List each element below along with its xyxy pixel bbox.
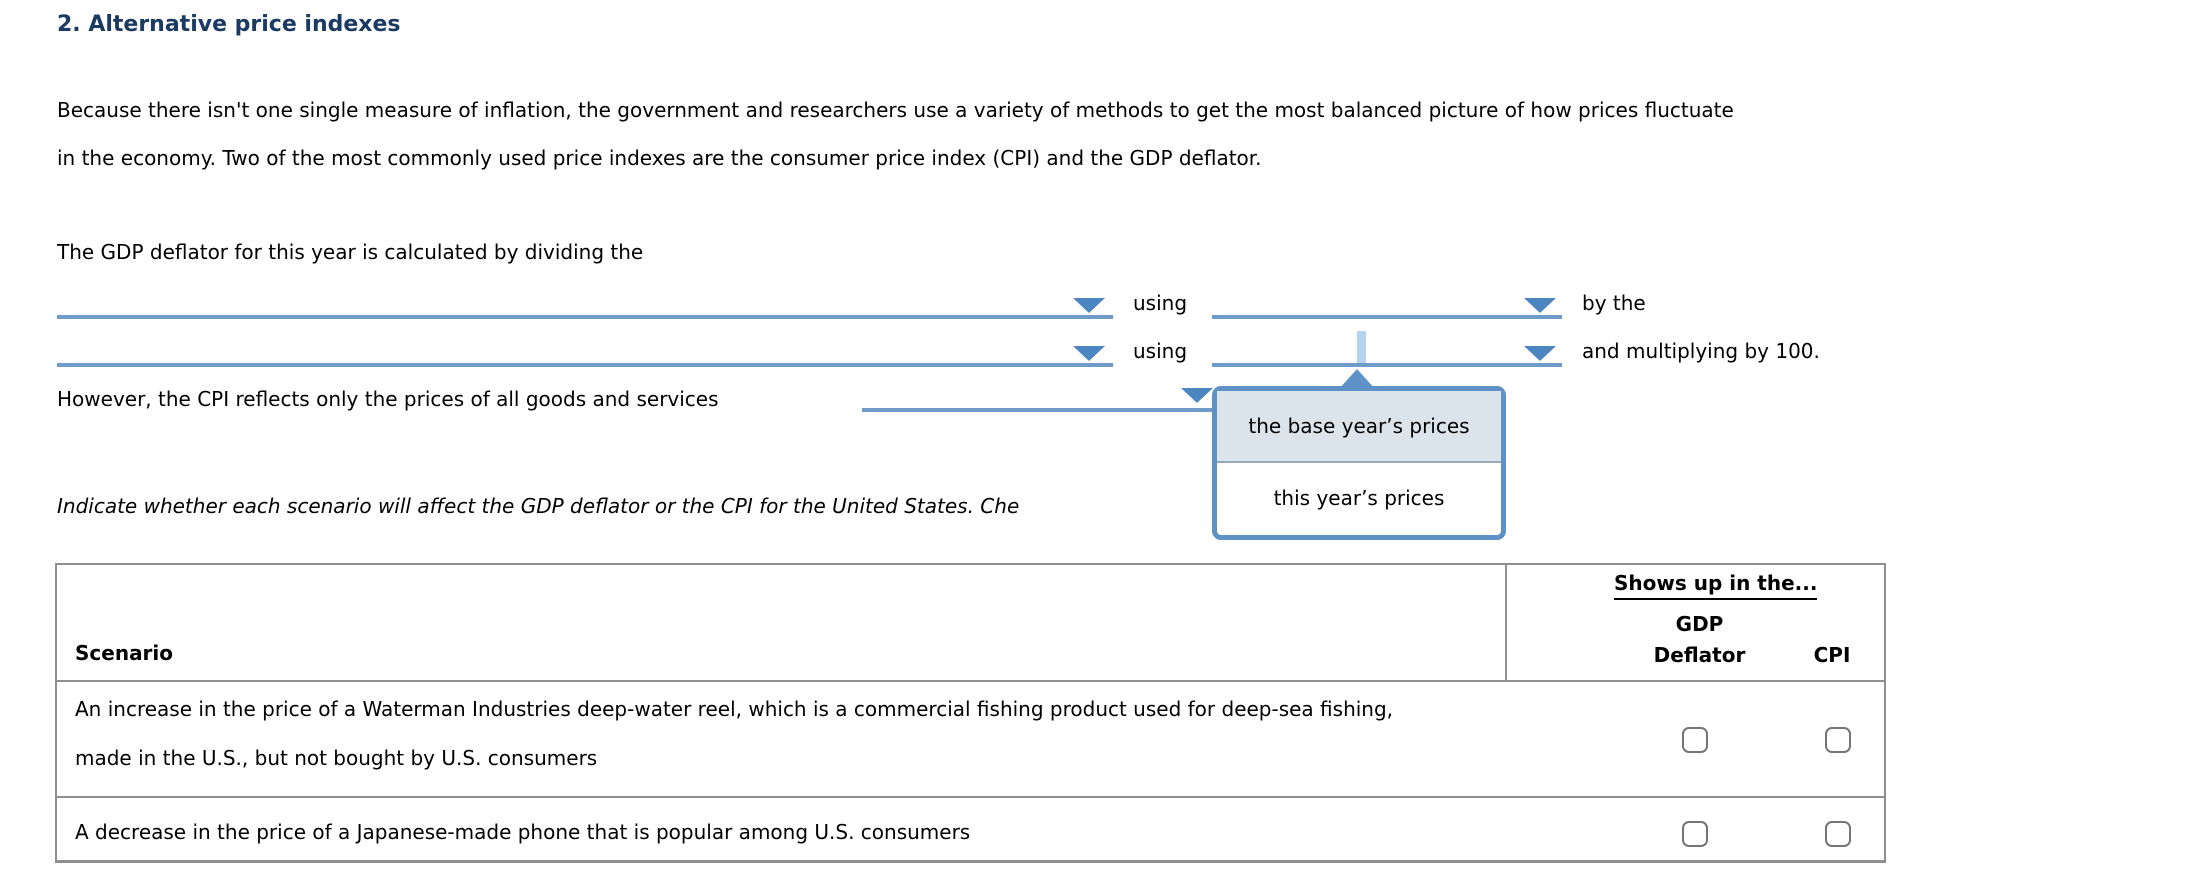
dropdown-blank-line <box>862 408 1215 412</box>
dropdown-arrow-icon[interactable] <box>1073 298 1105 313</box>
using-label-2: using <box>1133 339 1188 363</box>
dropdown-option-this-year[interactable]: this year’s prices <box>1273 486 1445 510</box>
dropdown-arrow-icon[interactable] <box>1181 388 1213 403</box>
header-bottom-border <box>57 680 1884 682</box>
menu-pointer-icon <box>1338 369 1376 390</box>
row-1-cpi-checkbox[interactable] <box>1825 727 1851 753</box>
scenario-table: Scenario Shows up in the... GDP Deflator… <box>55 563 1886 863</box>
dropdown-blank-line <box>57 363 1113 367</box>
using-label-1: using <box>1133 291 1188 315</box>
row-2-gdp-deflator-checkbox[interactable] <box>1682 821 1708 847</box>
gdp-header-line2: Deflator <box>1653 643 1746 667</box>
row-2-cpi-checkbox[interactable] <box>1825 821 1851 847</box>
text-caret <box>1357 331 1366 363</box>
gdp-deflator-column-header: GDP Deflator <box>1627 609 1772 671</box>
header-cell-divider <box>1505 565 1507 680</box>
gdp-header-line1: GDP <box>1675 612 1724 636</box>
scenario-column-header: Scenario <box>75 641 174 665</box>
multiply-label: and multiplying by 100. <box>1582 339 1820 363</box>
row-1-gdp-deflator-checkbox[interactable] <box>1682 727 1708 753</box>
dropdown-arrow-icon[interactable] <box>1524 298 1556 313</box>
dropdown-blank-line <box>1212 315 1562 319</box>
cpi-column-header: CPI <box>1813 643 1851 667</box>
dropdown-arrow-icon[interactable] <box>1524 346 1556 361</box>
gdp-numerator-dropdown[interactable] <box>57 291 1113 319</box>
table-row-1-scenario: An increase in the price of a Waterman I… <box>75 697 1394 770</box>
dropdown-arrow-icon[interactable] <box>1073 346 1105 361</box>
cpi-sentence: However, the CPI reflects only the price… <box>57 387 719 411</box>
dropdown-option-base-year[interactable]: the base year’s prices <box>1217 391 1501 463</box>
row-divider <box>57 796 1884 798</box>
page-title: 2. Alternative price indexes <box>57 12 401 37</box>
dropdown-blank-line <box>57 315 1113 319</box>
shows-up-header-text: Shows up in the... <box>1614 571 1818 600</box>
indicate-instruction: Indicate whether each scenario will affe… <box>57 494 1020 518</box>
numerator-prices-dropdown[interactable] <box>1212 291 1562 319</box>
shows-up-header: Shows up in the... <box>1614 571 1818 600</box>
table-row-2-scenario: A decrease in the price of a Japanese-ma… <box>75 820 971 844</box>
intro-paragraph: Because there isn't one single measure o… <box>57 98 1734 170</box>
denominator-prices-dropdown[interactable] <box>1212 331 1562 367</box>
gdp-deflator-sentence: The GDP deflator for this year is calcul… <box>57 240 644 264</box>
dropdown-blank-line <box>1212 363 1562 367</box>
cpi-goods-dropdown[interactable] <box>862 385 1215 413</box>
dropdown-menu: the base year’s prices this year’s price… <box>1212 386 1506 540</box>
by-the-label: by the <box>1582 291 1646 315</box>
gdp-denominator-dropdown[interactable] <box>57 339 1113 367</box>
